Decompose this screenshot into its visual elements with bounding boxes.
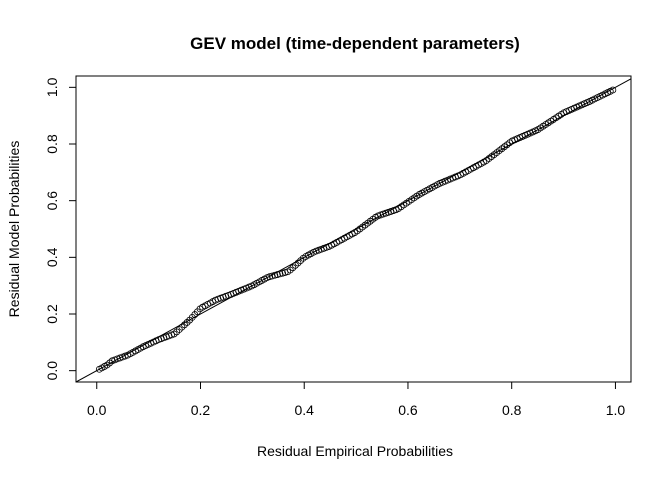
y-axis: 0.0 0.2 0.4 0.6 0.8 1.0 <box>44 77 77 381</box>
data-point <box>279 269 286 277</box>
y-tick-label: 0.0 <box>44 361 60 381</box>
data-point <box>268 272 276 280</box>
y-axis-label: Residual Model Probabilities <box>6 141 22 318</box>
data-point <box>271 271 279 279</box>
data-point <box>276 270 284 278</box>
y-tick-label: 0.2 <box>44 304 60 324</box>
data-point <box>273 271 281 278</box>
data-point <box>178 323 186 331</box>
plot-area <box>75 78 632 383</box>
data-point <box>292 261 299 269</box>
x-tick-label: 0.2 <box>191 402 211 418</box>
data-point <box>266 273 274 281</box>
x-tick-label: 1.0 <box>606 402 626 418</box>
data-points <box>95 86 617 373</box>
x-tick-label: 0.4 <box>294 402 314 418</box>
chart-title: GEV model (time-dependent parameters) <box>190 34 520 53</box>
y-tick-label: 0.4 <box>44 247 60 267</box>
x-tick-label: 0.8 <box>502 402 522 418</box>
y-tick-label: 0.8 <box>44 134 60 154</box>
x-tick-label: 0.6 <box>398 402 418 418</box>
x-axis: 0.0 0.2 0.4 0.6 0.8 1.0 <box>87 381 626 418</box>
y-tick-label: 1.0 <box>44 77 60 97</box>
x-tick-label: 0.0 <box>87 402 107 418</box>
data-point <box>609 86 617 94</box>
x-axis-label: Residual Empirical Probabilities <box>257 443 453 459</box>
data-point <box>289 264 297 272</box>
y-tick-label: 0.6 <box>44 191 60 211</box>
